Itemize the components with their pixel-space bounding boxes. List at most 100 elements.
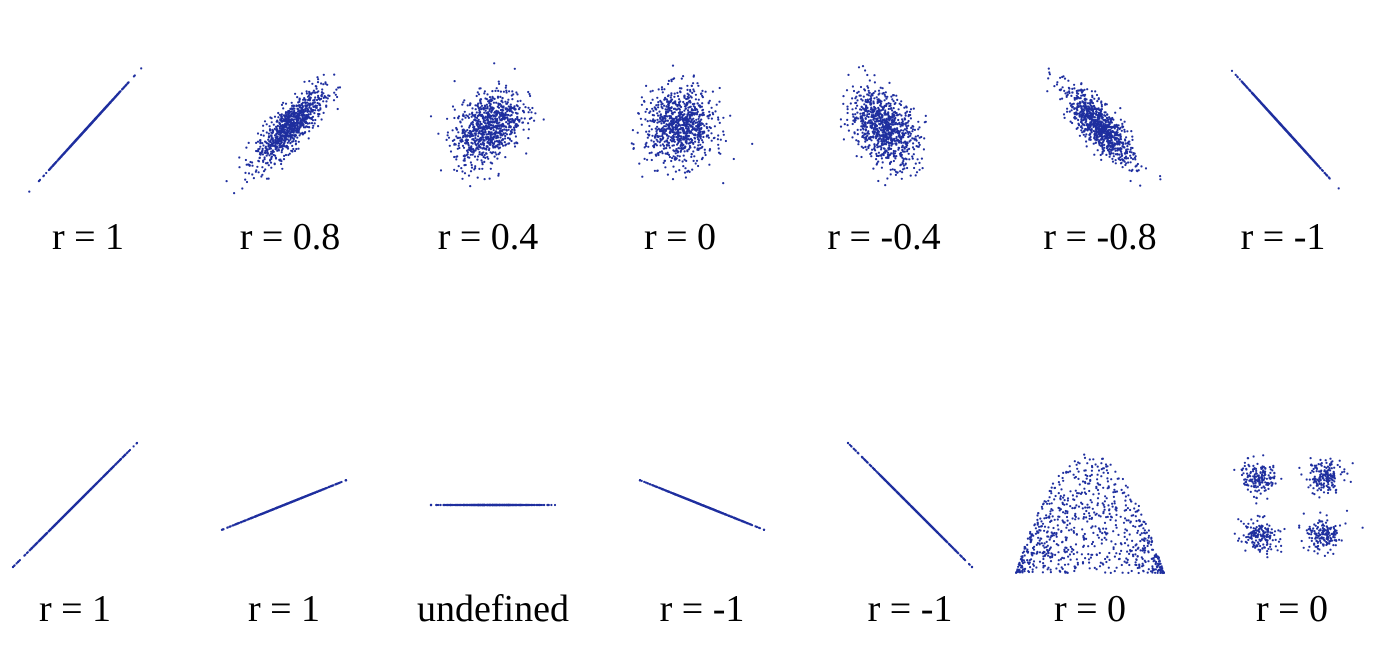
- scatter-point: [472, 151, 475, 154]
- scatter-point: [311, 126, 314, 129]
- scatter-point: [528, 108, 532, 111]
- scatter-point: [504, 86, 507, 89]
- scatter-point: [693, 155, 696, 158]
- scatter-point: [693, 146, 696, 149]
- scatter-point: [916, 145, 920, 148]
- scatter-point: [292, 119, 295, 122]
- scatter-point: [265, 154, 268, 157]
- scatter-point: [304, 101, 307, 104]
- scatter-point: [333, 91, 336, 94]
- scatter-point: [674, 152, 677, 155]
- scatter-point: [105, 105, 108, 108]
- scatter-point: [488, 123, 491, 126]
- scatter-point: [1128, 140, 1131, 143]
- scatter-point: [849, 102, 852, 105]
- scatter-point: [675, 103, 678, 106]
- scatter-point: [283, 141, 286, 144]
- scatter-point: [483, 111, 486, 114]
- scatter-point: [860, 145, 863, 148]
- scatter-point: [313, 122, 316, 125]
- scatter-point: [469, 153, 472, 156]
- scatter-point: [308, 80, 311, 83]
- scatter-point: [855, 117, 858, 120]
- scatter-point: [689, 146, 692, 149]
- scatter-point: [851, 122, 854, 126]
- scatter-point: [908, 140, 911, 143]
- scatter-point: [859, 128, 862, 131]
- scatter-point: [697, 84, 700, 87]
- scatter-point: [279, 140, 282, 143]
- scatter-point: [268, 125, 271, 128]
- scatter-point: [256, 165, 259, 168]
- scatter-point: [707, 101, 710, 104]
- scatter-point: [873, 131, 876, 134]
- scatter-point: [317, 112, 320, 116]
- scatter-point: [1085, 133, 1088, 136]
- scatter-point: [689, 131, 693, 134]
- scatter-point: [680, 105, 683, 109]
- scatter-point: [697, 133, 700, 136]
- scatter-point: [472, 125, 475, 128]
- scatter-point: [530, 111, 533, 114]
- scatter-point: [685, 125, 688, 128]
- scatter-point: [494, 133, 497, 136]
- scatter-point: [900, 146, 904, 149]
- scatter-point: [699, 147, 702, 150]
- scatter-point: [868, 119, 872, 122]
- scatter-point: [495, 122, 498, 125]
- scatter-point: [650, 139, 653, 142]
- scatter-point: [670, 107, 673, 110]
- scatter-point: [687, 127, 690, 130]
- scatter-point: [307, 108, 310, 111]
- scatter-point: [320, 82, 323, 85]
- scatter-point: [900, 138, 903, 141]
- scatter-point: [1063, 116, 1066, 119]
- scatter-point: [465, 140, 469, 143]
- scatter-point: [461, 136, 465, 139]
- scatter-point: [648, 124, 651, 128]
- scatter-point: [684, 105, 687, 108]
- scatter-point: [293, 128, 296, 131]
- scatter-point: [871, 109, 874, 112]
- scatter-point: [515, 141, 518, 144]
- scatter-point: [872, 91, 875, 95]
- scatter-point: [896, 123, 899, 126]
- scatter-point: [78, 134, 81, 137]
- scatter-point: [877, 140, 880, 143]
- scatter-point: [911, 128, 915, 131]
- scatter-point: [886, 155, 889, 158]
- scatter-point: [495, 153, 498, 156]
- scatter-point: [879, 154, 882, 157]
- scatter-point: [479, 106, 482, 109]
- scatter-point: [280, 142, 283, 145]
- scatter-point: [641, 175, 644, 178]
- scatter-point: [474, 137, 477, 140]
- scatter-point: [894, 142, 897, 145]
- scatter-point: [918, 143, 921, 146]
- scatter-point: [715, 103, 718, 106]
- scatter-point: [496, 157, 499, 160]
- scatter-point: [889, 127, 892, 130]
- scatter-point: [294, 122, 297, 125]
- scatter-point: [695, 128, 698, 131]
- scatter-point: [298, 134, 301, 137]
- scatter-point: [902, 136, 905, 139]
- scatter-point: [270, 134, 273, 137]
- scatter-point: [468, 113, 471, 116]
- scatter-point: [96, 115, 99, 118]
- scatter-point: [495, 119, 499, 122]
- scatter-point: [655, 154, 658, 157]
- scatter-point: [1055, 83, 1059, 86]
- scatter-point: [281, 129, 284, 132]
- scatter-point: [650, 151, 653, 154]
- scatter-point: [886, 136, 889, 139]
- scatter-point: [479, 101, 482, 104]
- scatter-point: [879, 112, 882, 115]
- scatter-point: [859, 94, 862, 97]
- scatter-point: [276, 141, 279, 144]
- scatter-point: [706, 115, 709, 118]
- scatter-point: [1117, 141, 1121, 144]
- scatter-point: [56, 159, 59, 162]
- scatter-point: [652, 140, 655, 143]
- scatter-point: [462, 113, 465, 116]
